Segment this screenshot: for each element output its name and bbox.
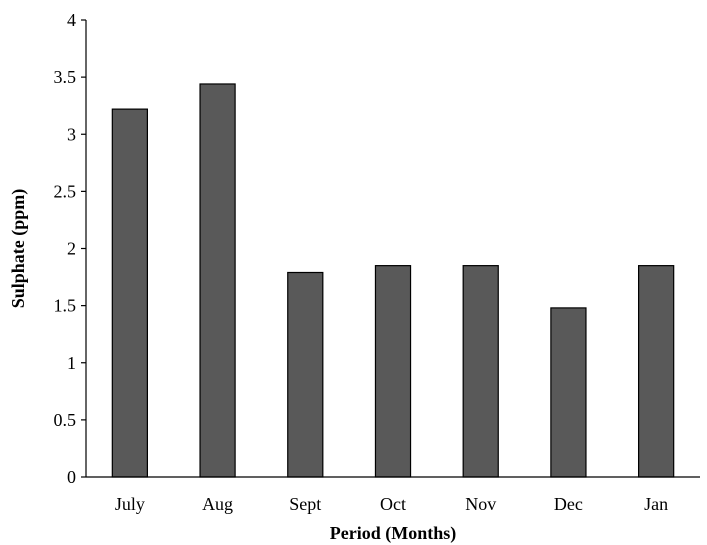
x-tick-label: Sept — [289, 494, 321, 514]
bar-oct — [374, 265, 412, 478]
bar-july — [111, 108, 148, 478]
y-axis-title: Sulphate (ppm) — [8, 189, 29, 309]
bar-jan — [637, 265, 675, 478]
bars — [111, 83, 675, 478]
y-axis-ticks: 0 0.5 1 1.5 2 2.5 3 3.5 4 — [54, 10, 86, 487]
x-axis-title: Period (Months) — [330, 523, 456, 544]
y-tick-label: 1 — [67, 353, 76, 373]
bar-aug — [199, 83, 236, 478]
x-tick-label: July — [115, 494, 145, 514]
y-tick-label: 3.5 — [54, 67, 77, 87]
y-tick-label: 0.5 — [54, 410, 77, 430]
x-tick-label: Nov — [465, 494, 496, 514]
bar-dec — [550, 307, 587, 478]
y-tick-label: 2 — [67, 239, 76, 259]
y-tick-label: 2.5 — [54, 181, 77, 201]
x-axis-ticks: July Aug Sept Oct Nov Dec Jan — [115, 494, 668, 514]
y-tick-label: 1.5 — [54, 296, 77, 316]
y-tick-label: 4 — [67, 10, 76, 30]
y-tick-label: 0 — [67, 467, 76, 487]
x-tick-label: Aug — [202, 494, 233, 514]
x-tick-label: Dec — [554, 494, 583, 514]
y-tick-label: 3 — [67, 124, 76, 144]
bar-sept — [287, 271, 324, 478]
bar-nov — [462, 265, 499, 478]
x-tick-label: Jan — [644, 494, 668, 514]
x-tick-label: Oct — [380, 494, 406, 514]
